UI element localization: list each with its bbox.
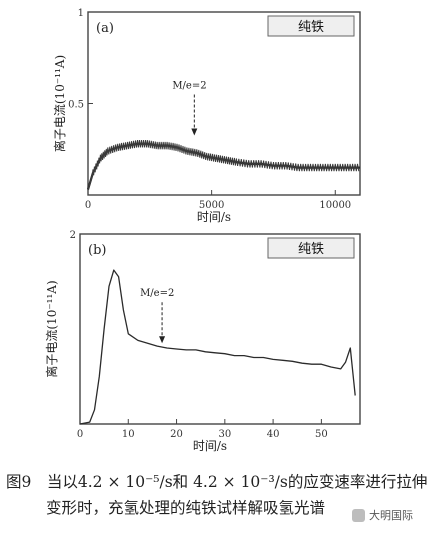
watermark-text: 大明国际 [369, 509, 413, 522]
chart-1-x-tick-label: 10 [122, 429, 135, 440]
chart-0-series-line [86, 142, 360, 190]
chart-0-x-axis-label: 时间/s [197, 210, 231, 224]
chart-1-x-tick-label: 20 [170, 429, 183, 440]
chart-1-x-tick-label: 30 [218, 429, 231, 440]
chart-0-x-tick-label: 5000 [199, 200, 224, 211]
chart-1-x-tick-label: 40 [267, 429, 280, 440]
chart-1-annotation-label: M/e=2 [140, 288, 174, 299]
watermark: 大明国际 [352, 507, 413, 523]
chart-0-legend-tag-box [267, 15, 355, 37]
chart-a-svg: 纯铁 (a) 0 5000 10000 1 0.5 时间/s 离子电流(10⁻¹¹A) M/e=2 [52, 8, 361, 224]
chart-0-legend-tag-text: 纯铁 [298, 20, 324, 35]
watermark-logo-icon [352, 508, 365, 522]
chart-1-y-axis-label: 离子电流(10⁻¹¹A) [44, 280, 59, 377]
chart-0-panel-label: (a) [96, 21, 114, 36]
chart-0-annotation-label: M/e=2 [172, 80, 206, 91]
caption-line-1: 图9 当以4.2 × 10⁻⁵/s和 4.2 × 10⁻³/s的应变速率进行拉伸 [6, 473, 427, 491]
chart-1-x-tick-label: 0 [77, 429, 83, 440]
chart-1-series-line [79, 269, 356, 425]
chart-1-annotation-arrowhead-icon [159, 336, 166, 344]
chart-0-annotation-arrowhead-icon [191, 128, 198, 136]
chart-1-panel-label: (b) [88, 243, 106, 258]
chart-0-y-axis-label: 离子电流(10⁻¹¹A) [52, 55, 67, 152]
chart-0-y-tick-label: 0.5 [68, 100, 84, 111]
chart-1-plot-frame [79, 233, 361, 425]
chart-1-y-tick-label: 2 [70, 230, 76, 241]
chart-panel-b: 纯铁 (b) 0 10 20 30 40 50 2 时间/s 离子电流(10⁻¹¹A) M/e=2 [0, 226, 427, 458]
chart-1-legend-tag-text: 纯铁 [298, 242, 324, 257]
caption-line-2: 变形时，充氢处理的纯铁试样解吸氢光谱 [46, 499, 326, 517]
chart-1-x-tick-label: 50 [315, 429, 328, 440]
chart-b-svg: 纯铁 (b) 0 10 20 30 40 50 2 时间/s 离子电流(10⁻¹¹A) M/e=2 [44, 230, 361, 453]
chart-0-series-noise [87, 140, 360, 191]
chart-0-x-tick-label: 10000 [319, 200, 351, 211]
chart-0-y-tick-label: 1 [78, 8, 84, 19]
chart-1-legend-tag-box [267, 237, 355, 259]
chart-panel-a: 纯铁 (a) 0 5000 10000 1 0.5 时间/s 离子电流(10⁻¹¹A) M/e=2 [0, 0, 427, 228]
chart-0-x-tick-label: 0 [85, 200, 91, 211]
chart-1-x-axis-label: 时间/s [193, 439, 227, 453]
